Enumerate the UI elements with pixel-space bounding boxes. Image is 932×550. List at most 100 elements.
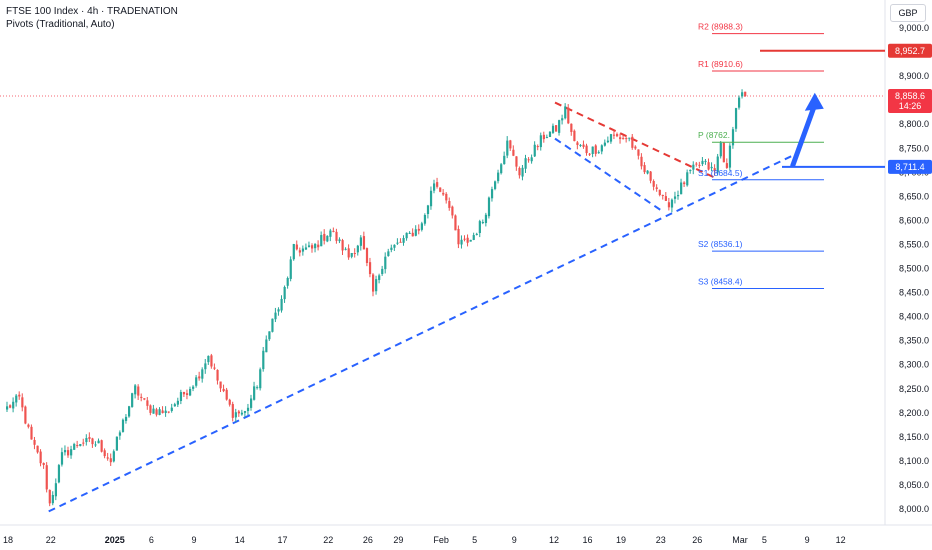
y-tick-label: 8,450.0 [899, 288, 929, 298]
price-tag-bg-1 [888, 159, 932, 174]
candle-body [512, 149, 515, 156]
candle-body [609, 134, 613, 142]
candle-body [378, 275, 381, 280]
candle-body [131, 393, 134, 407]
candle-body [393, 244, 396, 248]
candle-body [332, 230, 335, 232]
candle-body [722, 142, 725, 163]
candle-body [344, 248, 347, 250]
candle-body [417, 228, 420, 231]
pivot-label-s2: S2 (8536.1) [698, 239, 743, 249]
y-tick-label: 8,600.0 [899, 215, 929, 225]
annotation-arrow-layer [790, 92, 824, 168]
y-tick-label: 8,150.0 [899, 432, 929, 442]
x-tick-label: 2025 [105, 535, 125, 545]
candle-body [558, 120, 561, 133]
candle-body [646, 170, 649, 174]
candle-body [51, 494, 54, 504]
candle-body [439, 187, 442, 192]
candle-body [469, 239, 472, 242]
candle-body [686, 172, 689, 186]
candle-body [436, 182, 439, 187]
x-tick-label: 16 [582, 535, 592, 545]
candle-body [185, 393, 189, 396]
candle-body [658, 189, 661, 196]
candle-body [304, 247, 308, 250]
candle-body [731, 129, 735, 146]
candle-body [353, 253, 356, 255]
candle-body [414, 229, 417, 236]
candle-body [140, 396, 143, 398]
x-tick-label: 22 [46, 535, 56, 545]
candle-body [12, 401, 15, 409]
candle-body [121, 419, 125, 432]
candle-body [637, 149, 640, 156]
candle-body [713, 168, 716, 172]
candle-body [82, 442, 85, 444]
candle-body [167, 411, 170, 413]
candle-body [143, 398, 146, 400]
countdown-label: 14:26 [899, 101, 922, 111]
candle-body [292, 244, 295, 260]
candle-body [454, 215, 457, 231]
symbol-title[interactable]: FTSE 100 Index · 4h · TRADENATION [6, 6, 178, 17]
candle-body [94, 444, 97, 446]
price-tag-bg-0 [888, 43, 932, 58]
candle-body [585, 145, 588, 154]
y-tick-label: 8,350.0 [899, 336, 929, 346]
y-tick-label: 8,750.0 [899, 143, 929, 153]
candle-body [128, 406, 131, 417]
candle-body [442, 192, 445, 195]
candle-body [253, 386, 256, 400]
x-tick-label: 22 [323, 535, 333, 545]
candle-body [573, 130, 576, 142]
candle-body [237, 411, 240, 414]
candle-body [375, 279, 378, 292]
x-tick-label: Feb [433, 535, 449, 545]
candle-body [359, 237, 362, 246]
candle-body [301, 248, 305, 252]
candle-body [631, 136, 634, 148]
candle-body [707, 162, 710, 170]
candle-body [289, 259, 292, 279]
candle-body [667, 202, 671, 208]
candle-body [271, 318, 274, 332]
candle-body [6, 406, 9, 410]
candle-body [445, 193, 448, 201]
candle-body [503, 155, 506, 165]
candle-body [63, 450, 67, 453]
candle-body [634, 146, 637, 149]
pivot-levels: R2 (8988.3) R1 (8910.6) P (8762. S1 (8684.5… [698, 22, 824, 290]
candle-body [182, 391, 186, 395]
candle-body [478, 221, 481, 234]
candle-body [189, 388, 192, 396]
candle-body [295, 244, 298, 250]
time-axis[interactable]: 18 22 2025 6 9 14 17 22 26 29 Feb 5 9 12 16 19 23 26 Mar 5 9… [3, 535, 846, 545]
candle-body [341, 240, 344, 251]
candle-body [497, 172, 500, 182]
indicator-title[interactable]: Pivots (Traditional, Auto) [6, 19, 115, 30]
candle-body [689, 169, 692, 172]
candle-body [317, 244, 320, 248]
candle-body [362, 236, 366, 250]
candle-body [423, 214, 427, 224]
candle-body [698, 164, 701, 166]
candle-body [429, 190, 433, 207]
currency-selector[interactable]: GBP [890, 4, 926, 22]
x-tick-label: 9 [512, 535, 517, 545]
price-tag-label-1: 8,711.4 [895, 162, 924, 172]
x-tick-label: 19 [616, 535, 626, 545]
candle-body [381, 268, 384, 275]
candle-body [524, 158, 527, 169]
candle-body [643, 165, 646, 173]
y-tick-label: 8,250.0 [899, 384, 929, 394]
candle-body [408, 232, 411, 234]
candle-body [173, 404, 176, 407]
candle-body [420, 223, 423, 230]
candle-body [683, 182, 686, 185]
x-tick-label: 29 [393, 535, 403, 545]
candle-body [311, 245, 314, 249]
candle-body [250, 398, 253, 408]
candle-body [262, 350, 265, 370]
